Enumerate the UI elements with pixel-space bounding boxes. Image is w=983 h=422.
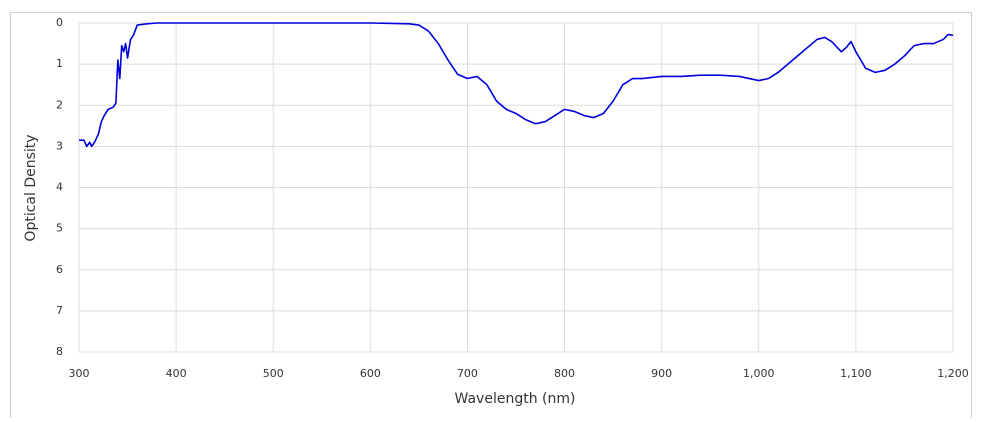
y-axis-title: Optical Density bbox=[23, 134, 39, 241]
x-tick-label: 700 bbox=[457, 367, 478, 380]
y-tick-label: 1 bbox=[56, 57, 63, 70]
y-tick-label: 8 bbox=[56, 345, 63, 358]
y-tick-label: 2 bbox=[56, 98, 63, 111]
y-tick-label: 7 bbox=[56, 304, 63, 317]
y-tick-label: 6 bbox=[56, 263, 63, 276]
x-tick-label: 800 bbox=[554, 367, 575, 380]
y-tick-label: 5 bbox=[56, 222, 63, 235]
x-tick-label: 1,000 bbox=[743, 367, 775, 380]
x-tick-label: 1,200 bbox=[937, 367, 969, 380]
x-tick-label: 400 bbox=[166, 367, 187, 380]
y-tick-label: 3 bbox=[56, 139, 63, 152]
x-tick-label: 300 bbox=[69, 367, 90, 380]
x-tick-label: 500 bbox=[263, 367, 284, 380]
y-tick-label: 0 bbox=[56, 16, 63, 29]
x-axis-title: Wavelength (nm) bbox=[455, 391, 576, 407]
y-tick-label: 4 bbox=[56, 181, 63, 194]
x-tick-label: 900 bbox=[651, 367, 672, 380]
x-tick-label: 600 bbox=[360, 367, 381, 380]
x-tick-label: 1,100 bbox=[840, 367, 872, 380]
data-line bbox=[79, 22, 954, 148]
chart-frame bbox=[10, 12, 972, 422]
